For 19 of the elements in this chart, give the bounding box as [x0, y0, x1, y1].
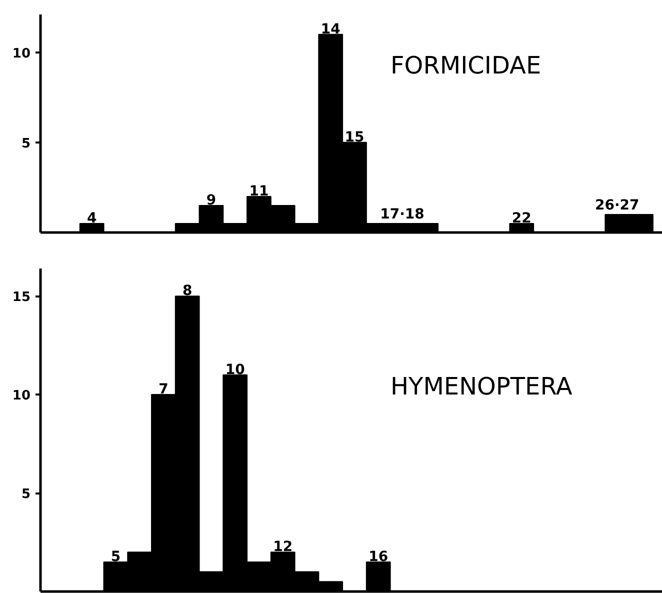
x-tick-label: 11	[249, 183, 269, 200]
text: HYMENOPTERA	[390, 372, 573, 400]
x-tick-label: 7	[158, 382, 168, 398]
x-tick-label: 16	[368, 548, 388, 565]
y-tick-label: 10	[12, 46, 31, 62]
x-tick-label: 8	[182, 283, 192, 300]
x-tick-label: 9	[206, 192, 216, 208]
y-tick-label: 15	[12, 290, 31, 306]
x-tick-label: 17·18	[380, 206, 424, 222]
y-tick-label: 5	[21, 487, 30, 502]
x-tick-label: 26·27	[594, 197, 640, 214]
x-tick-label: 14	[320, 21, 341, 38]
x-tick-label: 5	[110, 548, 121, 565]
x-tick-label: 4	[86, 210, 97, 226]
x-tick-label: 12	[273, 539, 293, 556]
text: FORMICIDAE	[390, 51, 542, 80]
x-tick-label: 22	[512, 210, 532, 226]
y-tick-label: 5	[21, 136, 30, 152]
y-tick-label: 10	[12, 388, 31, 404]
